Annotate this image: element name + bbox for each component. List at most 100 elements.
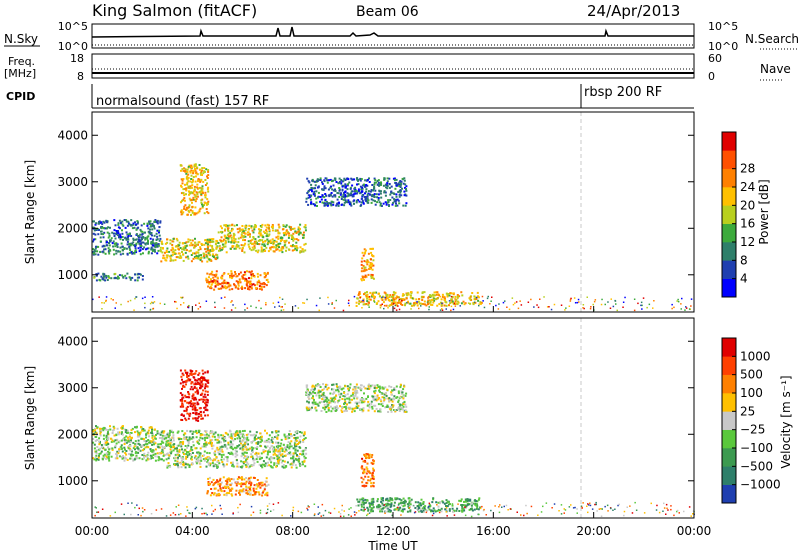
- data-cell: [230, 301, 232, 303]
- data-cell: [94, 439, 97, 442]
- data-cell: [440, 507, 443, 510]
- data-cell: [330, 194, 332, 197]
- data-cell: [440, 510, 443, 513]
- data-cell: [368, 298, 371, 301]
- data-cell: [311, 401, 314, 404]
- data-cell: [255, 454, 258, 457]
- data-cell: [170, 429, 173, 432]
- data-cell: [477, 498, 480, 501]
- data-cell: [123, 443, 126, 445]
- data-cell: [251, 451, 254, 454]
- data-cell: [281, 236, 284, 239]
- data-cell: [156, 455, 159, 458]
- data-cell: [402, 388, 405, 391]
- data-cell: [312, 193, 315, 196]
- data-cell: [454, 305, 457, 307]
- data-cell: [371, 407, 374, 410]
- data-cell: [248, 478, 251, 481]
- data-cell: [303, 431, 306, 434]
- data-cell: [370, 400, 373, 403]
- data-cell: [264, 249, 267, 252]
- data-cell: [227, 237, 230, 240]
- data-cell: [247, 243, 250, 246]
- data-cell: [208, 273, 211, 276]
- data-cell: [569, 300, 572, 302]
- data-cell: [245, 458, 248, 461]
- data-cell: [121, 425, 124, 428]
- data-cell: [263, 483, 266, 486]
- data-cell: [183, 248, 186, 251]
- data-cell: [352, 193, 355, 196]
- data-cell: [204, 457, 207, 460]
- data-cell: [253, 245, 256, 248]
- data-cell: [247, 466, 250, 469]
- data-cell: [342, 309, 345, 312]
- data-cell: [135, 228, 138, 231]
- data-cell: [217, 483, 220, 486]
- data-cell: [154, 219, 157, 221]
- data-cell: [476, 506, 479, 509]
- data-cell: [397, 305, 399, 307]
- data-cell: [481, 295, 484, 298]
- data-cell: [244, 239, 246, 242]
- data-cell: [147, 227, 150, 230]
- data-cell: [188, 464, 191, 467]
- data-cell: [188, 396, 191, 399]
- data-cell: [138, 238, 140, 241]
- data-cell: [268, 441, 271, 444]
- data-cell: [372, 259, 375, 262]
- data-cell: [245, 492, 248, 495]
- data-cell: [439, 295, 441, 298]
- data-cell: [185, 208, 187, 211]
- power-ylabel: Slant Range [km]: [23, 160, 37, 264]
- data-cell: [128, 453, 131, 455]
- data-cell: [256, 283, 259, 286]
- data-cell: [269, 459, 272, 462]
- data-cell: [285, 233, 288, 236]
- data-cell: [231, 437, 233, 440]
- data-cell: [222, 238, 225, 241]
- data-cell: [151, 430, 153, 433]
- data-cell: [327, 408, 330, 411]
- data-cell: [147, 242, 149, 245]
- data-cell: [204, 184, 207, 186]
- data-cell: [252, 231, 255, 234]
- data-cell: [211, 438, 214, 441]
- cpid-segment-1: normalsound (fast) 157 RF: [96, 94, 269, 109]
- data-cell: [344, 190, 347, 193]
- data-cell: [227, 272, 230, 275]
- data-cell: [432, 301, 435, 304]
- data-cell: [198, 382, 201, 385]
- data-cell: [360, 503, 363, 506]
- data-cell: [195, 195, 197, 198]
- data-cell: [196, 458, 199, 461]
- data-cell: [234, 285, 237, 288]
- data-cell: [183, 448, 186, 451]
- data-cell: [107, 446, 109, 449]
- data-cell: [184, 438, 187, 440]
- data-cell: [253, 433, 256, 436]
- data-cell: [393, 200, 396, 203]
- data-cell: [450, 295, 453, 298]
- data-cell: [219, 487, 222, 490]
- data-cell: [208, 281, 211, 283]
- data-cell: [464, 302, 467, 305]
- data-cell: [190, 446, 193, 448]
- data-cell: [391, 303, 394, 306]
- data-cell: [214, 438, 217, 441]
- data-cell: [94, 247, 97, 250]
- data-cell: [361, 186, 363, 189]
- data-cell: [244, 242, 247, 245]
- data-cell: [277, 301, 280, 304]
- data-cell: [141, 454, 144, 456]
- data-cell: [250, 286, 253, 289]
- data-cell: [400, 182, 403, 185]
- data-cell: [244, 482, 247, 485]
- data-cell: [325, 177, 328, 180]
- data-cell: [189, 209, 192, 212]
- data-cell: [414, 501, 417, 504]
- data-cell: [203, 399, 206, 401]
- data-cell: [382, 301, 385, 304]
- data-cell: [200, 413, 203, 416]
- data-cell: [229, 436, 232, 439]
